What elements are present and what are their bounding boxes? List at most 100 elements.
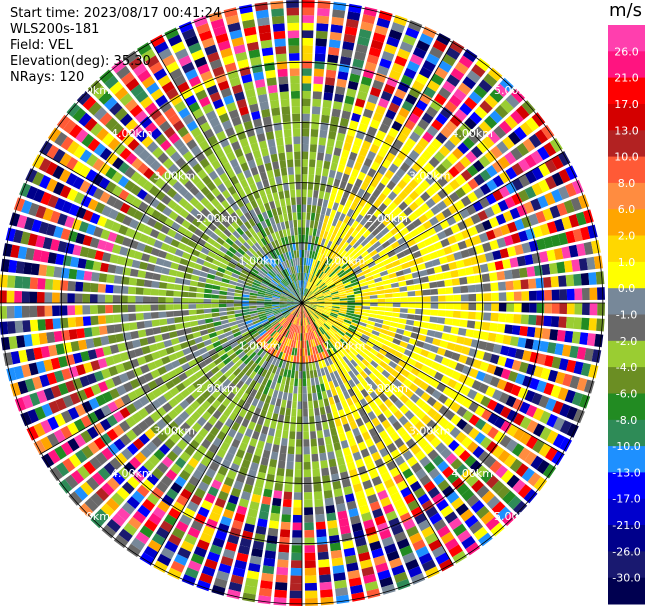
gate-cell (8, 259, 18, 273)
gate-cell (481, 422, 493, 435)
gate-cell (404, 410, 415, 421)
gate-cell (410, 244, 420, 253)
gate-cell (256, 222, 264, 231)
gate-cell (0, 321, 9, 335)
gate-cell (271, 340, 278, 348)
gate-cell (344, 244, 353, 252)
gate-cell (270, 451, 279, 461)
gate-cell (438, 405, 450, 416)
gate-cell (196, 539, 210, 551)
gate-cell (312, 98, 322, 107)
gate-cell (294, 370, 299, 379)
gate-cell (48, 344, 58, 357)
gate-cell (573, 317, 582, 330)
gate-cell (267, 466, 276, 476)
gate-cell (385, 335, 394, 343)
gate-cell (288, 385, 294, 394)
gate-cell (287, 314, 294, 322)
gate-cell (74, 449, 88, 464)
gate-cell (294, 227, 298, 236)
gate-cell (376, 336, 385, 344)
gate-cell (410, 444, 422, 455)
gate-cell (324, 350, 330, 359)
gate-cell (271, 208, 278, 217)
gate-cell (193, 263, 203, 271)
gate-cell (158, 47, 173, 61)
gate-cell (304, 582, 318, 591)
gate-cell (416, 224, 426, 234)
gate-cell (336, 456, 346, 466)
gate-cell (490, 312, 499, 322)
gate-cell (290, 307, 297, 314)
gate-cell (257, 367, 265, 376)
gate-cell (465, 542, 481, 556)
gate-cell (385, 365, 394, 374)
gate-cell (345, 493, 355, 503)
gate-cell (323, 239, 330, 248)
gate-cell (406, 525, 419, 538)
gate-cell (324, 332, 331, 340)
gate-cell (273, 276, 281, 283)
gate-cell (281, 437, 288, 447)
gate-cell (412, 47, 427, 59)
gate-cell (391, 62, 405, 74)
gate-cell (455, 463, 468, 476)
gate-cell (31, 219, 42, 233)
gate-cell (49, 210, 61, 224)
gate-cell (440, 126, 453, 139)
gate-cell (326, 258, 333, 266)
gate-cell (273, 266, 280, 274)
ring-label: 5.00km (494, 510, 536, 523)
gate-cell (279, 306, 288, 309)
gate-cell (134, 451, 147, 464)
gate-cell (524, 186, 537, 199)
gate-cell (243, 523, 255, 533)
gate-cell (511, 325, 521, 336)
gate-cell (243, 120, 254, 131)
gate-cell (130, 84, 144, 97)
gate-cell (276, 273, 283, 281)
gate-cell (332, 411, 340, 420)
gate-cell (409, 415, 420, 426)
gate-cell (432, 338, 441, 346)
gate-cell (391, 524, 404, 536)
gate-cell (557, 151, 571, 167)
gate-cell (307, 393, 313, 402)
gate-cell (325, 320, 333, 327)
gate-cell (402, 217, 412, 227)
gate-cell (351, 394, 359, 404)
gate-cell (161, 194, 172, 205)
gate-cell (231, 376, 240, 386)
gate-cell (59, 169, 71, 183)
gate-cell (286, 346, 291, 355)
gate-cell (296, 355, 300, 364)
gate-cell (184, 245, 194, 254)
gate-cell (325, 279, 333, 285)
gate-cell (72, 176, 85, 190)
gate-cell (569, 375, 580, 390)
gate-cell (369, 540, 382, 552)
gate-cell (269, 458, 278, 468)
gate-cell (257, 93, 268, 103)
gate-cell (346, 397, 354, 407)
gate-cell (329, 315, 337, 320)
gate-cell (218, 307, 227, 312)
gate-cell (357, 36, 370, 47)
gate-cell (355, 255, 363, 263)
ring-label: 5.00km (494, 84, 536, 97)
gate-cell (378, 266, 387, 273)
gate-cell (329, 328, 336, 335)
gate-cell (284, 312, 291, 319)
gate-cell (325, 223, 331, 232)
gate-cell (558, 232, 569, 246)
gate-cell (322, 99, 332, 109)
gate-cell (496, 506, 511, 521)
gate-cell (170, 94, 183, 107)
gate-cell (250, 289, 258, 294)
gate-cell (437, 479, 450, 492)
gate-cell (130, 537, 146, 551)
gate-cell (402, 468, 414, 479)
gate-cell (454, 108, 468, 122)
gate-cell (92, 337, 102, 348)
gate-cell (143, 167, 155, 180)
